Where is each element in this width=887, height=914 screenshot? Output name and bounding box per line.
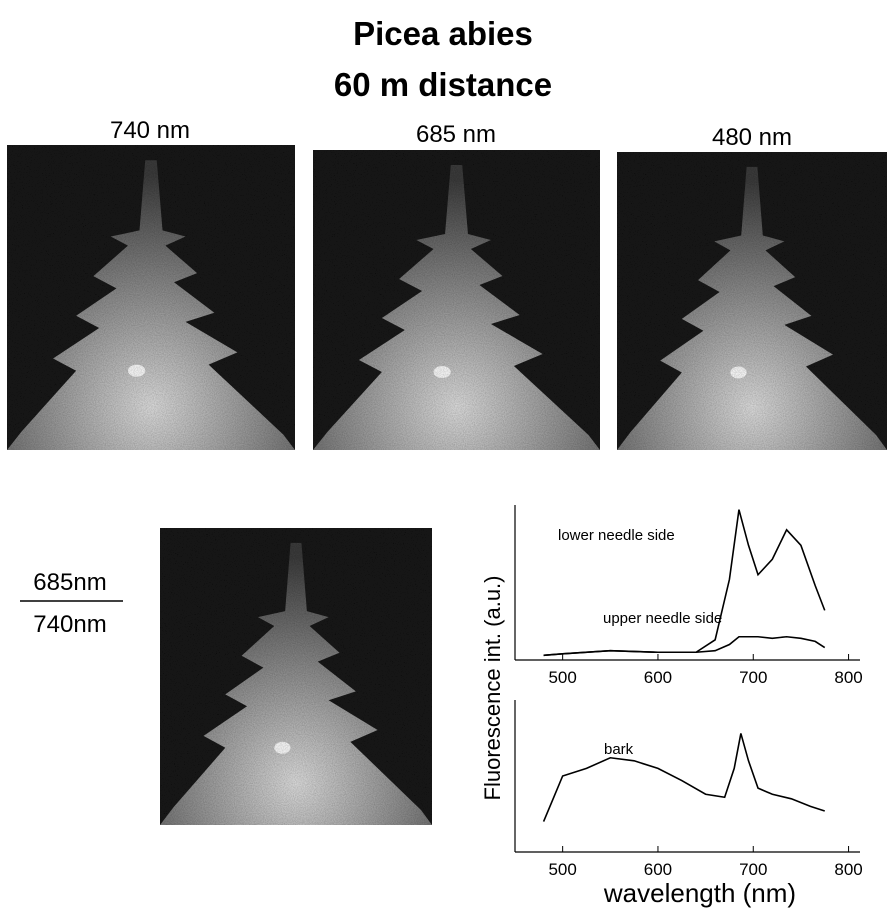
spectrum-line (542, 733, 825, 822)
title-line: Picea abies (353, 15, 533, 52)
x-tick-label: 500 (548, 860, 576, 879)
image-ratio (160, 528, 432, 825)
spectrum-line (543, 635, 826, 657)
image-label: 480 nm (712, 124, 792, 151)
x-tick-label: 600 (644, 668, 672, 687)
x-tick-label: 600 (644, 860, 672, 879)
y-axis-label: Fluorescence int. (a.u.) (480, 576, 505, 801)
image-740 (7, 145, 295, 450)
x-tick-label: 800 (834, 668, 862, 687)
title-line: 60 m distance (334, 66, 552, 103)
image-label: 740 nm (110, 117, 190, 144)
fluorescence-images (7, 145, 887, 825)
image-label: 685 nm (416, 121, 496, 148)
image-685 (313, 150, 600, 450)
x-tick-label: 800 (834, 860, 862, 879)
x-tick-label: 700 (739, 860, 767, 879)
series-label: bark (604, 741, 634, 758)
image-480 (617, 152, 887, 450)
ratio-numerator: 685nm (33, 569, 106, 596)
series-label: lower needle side (558, 527, 675, 544)
x-tick-label: 700 (739, 668, 767, 687)
ratio-denominator: 740nm (33, 611, 106, 638)
x-axis-label: wavelength (nm) (603, 878, 796, 908)
series-label: upper needle side (603, 610, 722, 627)
x-tick-label: 500 (548, 668, 576, 687)
